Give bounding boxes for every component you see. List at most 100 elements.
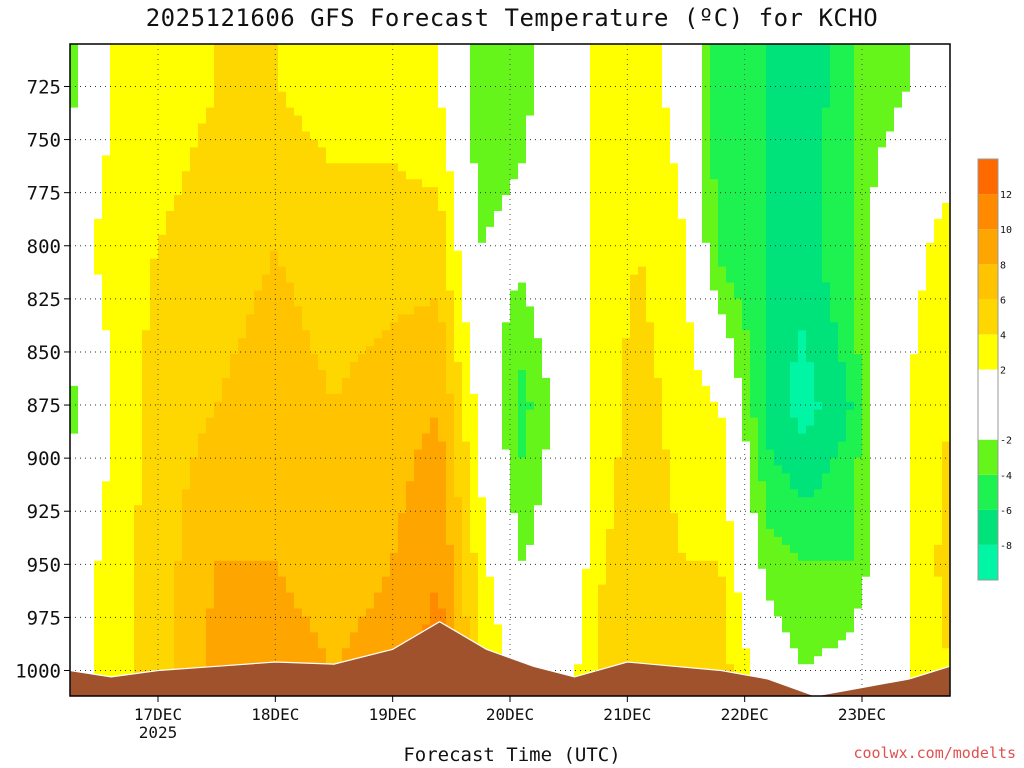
temperature-cell — [190, 203, 199, 212]
temperature-cell — [278, 449, 287, 459]
temperature-cell — [150, 600, 159, 610]
temperature-cell — [334, 83, 343, 93]
temperature-cell — [494, 266, 503, 276]
temperature-cell — [78, 298, 87, 307]
temperature-cell — [150, 187, 159, 196]
temperature-cell — [518, 314, 527, 323]
temperature-cell — [158, 521, 167, 530]
temperature-cell — [246, 560, 255, 570]
temperature-cell — [382, 433, 391, 443]
temperature-cell — [302, 67, 311, 77]
temperature-cell — [254, 513, 263, 522]
temperature-cell — [158, 433, 167, 443]
temperature-cell — [198, 51, 207, 61]
temperature-cell — [454, 322, 463, 331]
temperature-cell — [230, 179, 239, 188]
temperature-cell — [454, 59, 463, 69]
temperature-cell — [158, 322, 167, 331]
temperature-cell — [446, 552, 455, 562]
temperature-cell — [366, 362, 375, 371]
temperature-cell — [262, 123, 271, 133]
temperature-cell — [366, 115, 375, 125]
temperature-cell — [438, 290, 447, 300]
temperature-cell — [254, 266, 263, 276]
temperature-cell — [142, 370, 151, 379]
temperature-cell — [166, 226, 175, 236]
temperature-cell — [198, 115, 207, 125]
temperature-cell — [206, 226, 215, 236]
temperature-cell — [78, 346, 87, 355]
temperature-cell — [246, 266, 255, 276]
temperature-cell — [390, 91, 399, 101]
temperature-cell — [86, 354, 95, 363]
temperature-cell — [270, 250, 279, 260]
temperature-cell — [350, 59, 359, 69]
temperature-cell — [550, 529, 559, 538]
temperature-cell — [414, 354, 423, 363]
temperature-cell — [70, 648, 79, 657]
temperature-cell — [462, 449, 471, 459]
temperature-cell — [238, 576, 247, 586]
temperature-cell — [550, 274, 559, 284]
temperature-cell — [134, 155, 143, 164]
temperature-cell — [270, 409, 279, 419]
temperature-cell — [542, 401, 551, 411]
temperature-cell — [398, 123, 407, 133]
temperature-cell — [86, 107, 95, 117]
temperature-cell — [342, 306, 351, 315]
temperature-cell — [222, 306, 231, 315]
temperature-cell — [286, 195, 295, 204]
temperature-cell — [526, 242, 535, 252]
temperature-cell — [78, 330, 87, 339]
temperature-cell — [214, 505, 223, 514]
temperature-cell — [230, 409, 239, 419]
temperature-cell — [278, 75, 287, 85]
temperature-cell — [142, 51, 151, 61]
temperature-cell — [414, 290, 423, 300]
temperature-cell — [406, 282, 415, 292]
temperature-cell — [462, 505, 471, 514]
temperature-cell — [286, 346, 295, 355]
temperature-cell — [390, 505, 399, 514]
temperature-cell — [494, 449, 503, 459]
temperature-cell — [310, 210, 319, 220]
temperature-cell — [342, 234, 351, 244]
temperature-cell — [118, 338, 127, 347]
temperature-cell — [246, 409, 255, 419]
temperature-cell — [366, 433, 375, 443]
temperature-cell — [422, 147, 431, 156]
temperature-cell — [222, 576, 231, 586]
temperature-cell — [190, 234, 199, 244]
temperature-cell — [246, 338, 255, 347]
temperature-cell — [110, 99, 119, 109]
temperature-cell — [366, 393, 375, 403]
temperature-cell — [278, 44, 287, 53]
temperature-cell — [86, 115, 95, 125]
temperature-cell — [350, 362, 359, 371]
temperature-cell — [286, 592, 295, 602]
temperature-cell — [462, 362, 471, 371]
temperature-cell — [94, 513, 103, 522]
temperature-cell — [158, 107, 167, 117]
temperature-cell — [454, 139, 463, 148]
temperature-cell — [182, 250, 191, 260]
temperature-cell — [366, 163, 375, 172]
temperature-cell — [342, 552, 351, 562]
temperature-cell — [510, 258, 519, 268]
temperature-cell — [70, 385, 79, 395]
temperature-cell — [470, 401, 479, 411]
temperature-cell — [414, 417, 423, 427]
temperature-cell — [518, 290, 527, 300]
temperature-cell — [510, 417, 519, 427]
temperature-cell — [486, 521, 495, 530]
temperature-cell — [534, 234, 543, 244]
temperature-cell — [406, 83, 415, 93]
temperature-cell — [510, 648, 519, 657]
temperature-cell — [86, 552, 95, 562]
temperature-cell — [270, 67, 279, 77]
temperature-cell — [462, 195, 471, 204]
temperature-cell — [334, 513, 343, 522]
temperature-cell — [502, 346, 511, 355]
temperature-cell — [494, 552, 503, 562]
temperature-cell — [382, 600, 391, 610]
